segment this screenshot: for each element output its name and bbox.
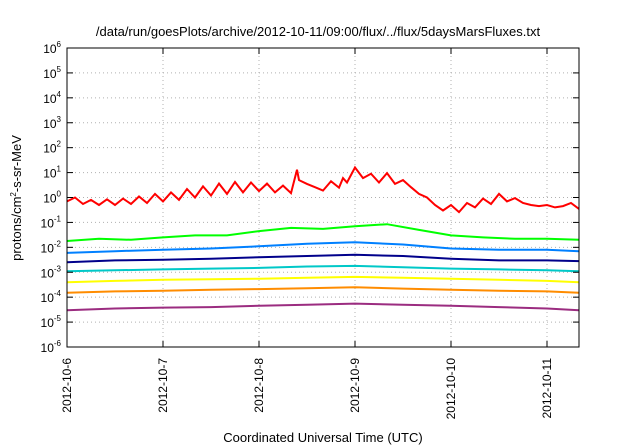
y-tick-label: 10-1 <box>41 214 62 230</box>
y-tick-label: 105 <box>43 65 61 81</box>
y-tick-exponent: -6 <box>54 339 62 348</box>
y-tick-label: 10-3 <box>41 264 62 280</box>
y-tick-base: 10 <box>41 341 55 355</box>
y-tick-base: 10 <box>41 216 55 230</box>
y-tick-label: 102 <box>43 140 61 156</box>
y-tick-exponent: -5 <box>54 314 62 323</box>
chart-title: /data/run/goesPlots/archive/2012-10-11/0… <box>96 24 541 39</box>
y-tick-base: 10 <box>41 316 55 330</box>
y-tick-base: 10 <box>41 291 55 305</box>
y-axis-label-prefix: protons/cm <box>9 197 24 261</box>
x-tick-label: 2012-10-7 <box>156 358 170 413</box>
series-1-line <box>66 165 580 214</box>
series-4-line <box>66 253 580 264</box>
y-axis-label-suffix: -s-sr-MeV <box>9 135 24 192</box>
y-tick-label: 104 <box>43 90 61 106</box>
y-tick-exponent: 2 <box>57 140 62 149</box>
x-axis-ticks: 2012-10-6 2012-10-7 2012-10-8 2012-10-9 2012… <box>60 48 554 419</box>
x-tick-label: 2012-10-6 <box>60 358 74 413</box>
y-tick-exponent: 4 <box>57 90 62 99</box>
series-3-line <box>66 241 580 254</box>
series-8-line <box>66 302 580 312</box>
y-tick-base: 10 <box>43 67 57 81</box>
x-tick-label: 2012-10-8 <box>252 358 266 413</box>
y-tick-exponent: 0 <box>57 190 62 199</box>
y-tick-label: 103 <box>43 115 61 131</box>
y-tick-base: 10 <box>43 117 57 131</box>
y-tick-label: 10-6 <box>41 339 62 355</box>
y-tick-base: 10 <box>43 142 57 156</box>
y-tick-base: 10 <box>43 42 57 56</box>
y-tick-base: 10 <box>41 266 55 280</box>
y-tick-label: 10-5 <box>41 314 62 330</box>
series-2-line <box>66 223 580 242</box>
x-tick-label: 2012-10-9 <box>348 358 362 413</box>
y-tick-base: 10 <box>43 167 57 181</box>
data-series <box>66 165 580 312</box>
series-5-line <box>66 264 580 273</box>
y-tick-base: 10 <box>43 192 57 206</box>
y-tick-base: 10 <box>41 241 55 255</box>
y-axis-ticks: 10610510410310210110010-110-210-310-410-… <box>41 40 579 355</box>
y-tick-label: 10-2 <box>41 239 62 255</box>
y-tick-label: 100 <box>43 190 61 206</box>
y-tick-exponent: 1 <box>57 165 62 174</box>
y-tick-label: 10-4 <box>41 289 62 305</box>
y-tick-base: 10 <box>43 92 57 106</box>
y-tick-exponent: 5 <box>57 65 62 74</box>
y-tick-exponent: -1 <box>54 214 62 223</box>
series-7-line <box>66 286 580 294</box>
y-tick-exponent: -3 <box>54 264 62 273</box>
x-tick-label: 2012-10-11 <box>540 358 554 419</box>
y-tick-exponent: -2 <box>54 239 62 248</box>
y-tick-label: 106 <box>43 40 61 56</box>
x-tick-label: 2012-10-10 <box>444 358 458 420</box>
y-tick-exponent: -4 <box>54 289 62 298</box>
series-6-line <box>66 275 580 284</box>
grid-lines <box>67 48 579 347</box>
y-tick-exponent: 6 <box>57 40 62 49</box>
y-tick-label: 101 <box>43 165 61 181</box>
x-axis-label: Coordinated Universal Time (UTC) <box>223 430 422 445</box>
y-axis-label-superscript: 2 <box>9 192 18 197</box>
y-tick-exponent: 3 <box>57 115 62 124</box>
y-axis-label: protons/cm2-s-sr-MeV <box>9 135 24 261</box>
